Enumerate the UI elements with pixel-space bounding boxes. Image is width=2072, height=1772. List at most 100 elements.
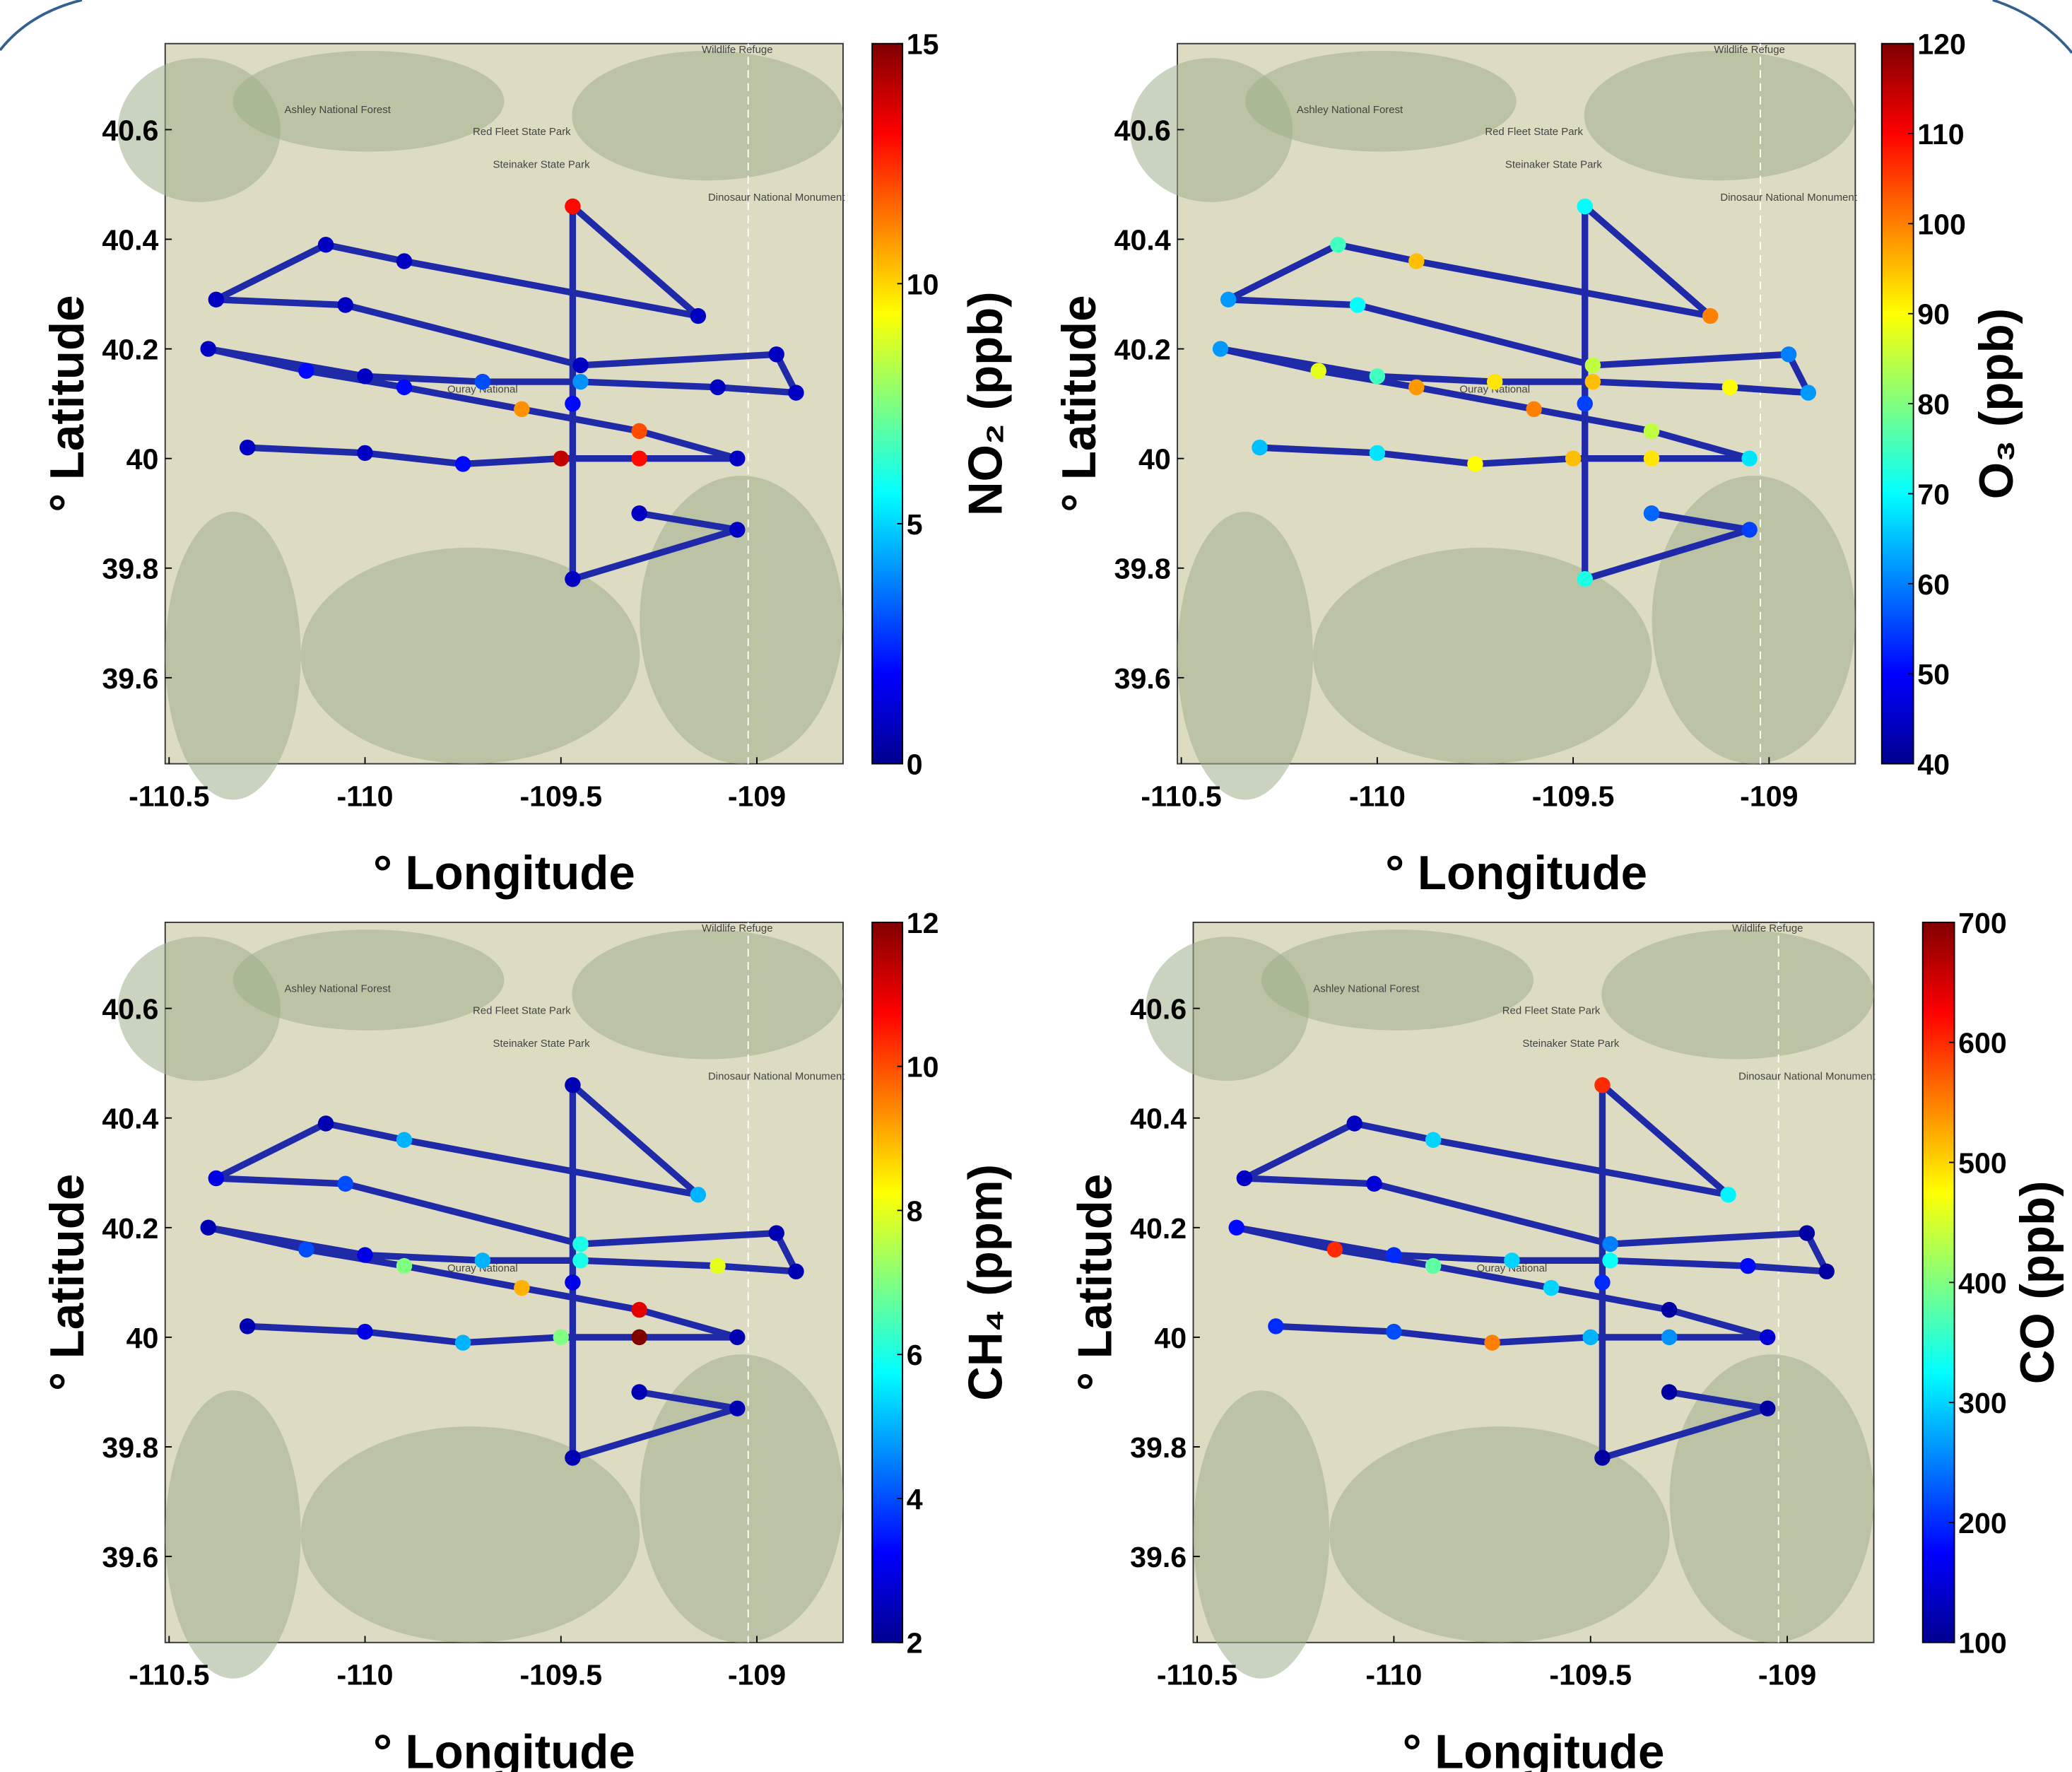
- y-tick-label: 40.4: [1130, 1103, 1187, 1135]
- data-point: [1661, 1301, 1678, 1318]
- x-tick-label: -110.5: [1141, 780, 1221, 812]
- data-point: [1486, 373, 1503, 390]
- x-axis-label: ° Longitude: [373, 847, 635, 900]
- y-tick-label: 40.6: [102, 114, 158, 146]
- data-point: [1602, 1236, 1618, 1252]
- data-point: [768, 346, 784, 363]
- map-label: Dinosaur National Monument: [1720, 192, 1857, 204]
- data-point: [1582, 1329, 1599, 1346]
- data-point: [1594, 1076, 1611, 1093]
- data-point: [1386, 1247, 1402, 1263]
- data-point: [200, 341, 216, 357]
- data-point: [1741, 522, 1758, 538]
- terrain: [165, 1390, 301, 1679]
- colorbar-tick-label: 400: [1958, 1267, 2007, 1299]
- colorbar-tick-label: 60: [1917, 568, 1950, 601]
- x-tick-label: -110.5: [129, 1659, 209, 1691]
- data-point: [572, 357, 589, 374]
- data-point: [788, 385, 804, 401]
- colorbar-tick-label: 40: [1917, 749, 1950, 781]
- data-point: [631, 1329, 647, 1346]
- y-axis-label: ° Latitude: [41, 1174, 94, 1391]
- data-point: [631, 450, 647, 467]
- map-label: Wildlife Refuge: [1714, 44, 1784, 56]
- data-point: [474, 373, 491, 390]
- terrain: [232, 50, 505, 152]
- data-point: [1326, 1241, 1343, 1258]
- y-tick-label: 39.8: [1114, 553, 1171, 585]
- data-point: [1800, 385, 1817, 401]
- data-point: [1504, 1252, 1520, 1269]
- terrain: [1329, 1426, 1670, 1643]
- data-point: [565, 1450, 581, 1466]
- y-tick-label: 39.6: [1130, 1541, 1187, 1573]
- y-tick-label: 39.8: [102, 1431, 158, 1464]
- data-point: [1386, 1323, 1402, 1340]
- corner-arc: [0, 0, 83, 52]
- colorbar-tick-label: 50: [1917, 658, 1950, 691]
- data-point: [1661, 1384, 1678, 1400]
- terrain: [1245, 50, 1517, 152]
- map-label: Steinaker State Park: [1522, 1038, 1620, 1050]
- data-point: [1366, 1175, 1382, 1192]
- y-tick-label: 40: [1138, 443, 1171, 476]
- flight-track: [205, 1081, 800, 1462]
- colorbar-tick-label: 700: [1958, 907, 2007, 939]
- data-point: [1643, 450, 1660, 467]
- data-point: [1369, 445, 1386, 462]
- panel: Wildlife Refuge Ashley National Forest Red…: [1053, 28, 2023, 900]
- map-label: Ashley National Forest: [1297, 104, 1403, 116]
- data-point: [200, 1219, 216, 1236]
- colorbar-label: NO₂ (ppb): [959, 291, 1012, 516]
- data-point: [1228, 1219, 1244, 1236]
- x-tick-label: -110: [336, 1659, 393, 1691]
- y-tick-label: 39.6: [102, 662, 158, 695]
- data-point: [710, 1257, 726, 1274]
- data-point: [239, 439, 256, 456]
- colorbar-tick-label: 0: [907, 749, 923, 781]
- data-point: [1577, 198, 1593, 215]
- data-point: [317, 1115, 334, 1132]
- colorbar-label: O₃ (ppb): [1970, 308, 2023, 499]
- data-point: [208, 1170, 225, 1187]
- data-point: [1741, 450, 1758, 467]
- data-point: [396, 379, 413, 396]
- terrain: [1584, 50, 1856, 181]
- panel: Wildlife Refuge Ashley National Forest Red…: [41, 907, 1013, 1772]
- colorbar-tick-label: 120: [1917, 28, 1966, 61]
- data-point: [357, 368, 373, 385]
- data-point: [572, 1236, 589, 1252]
- colorbar-tick-label: 600: [1958, 1027, 2007, 1060]
- terrain: [1193, 1390, 1330, 1679]
- terrain: [165, 511, 301, 800]
- colorbar-tick-label: 15: [907, 28, 939, 61]
- data-point: [1526, 401, 1542, 418]
- terrain: [640, 1354, 843, 1643]
- data-point: [1565, 450, 1582, 467]
- colorbar-tick-label: 6: [907, 1339, 923, 1371]
- colorbar-tick-label: 100: [1958, 1627, 2007, 1660]
- colorbar-tick-label: 80: [1917, 388, 1950, 421]
- x-tick-label: -109: [728, 780, 786, 812]
- data-point: [396, 1132, 413, 1148]
- data-point: [1369, 368, 1386, 385]
- data-point: [631, 505, 647, 522]
- x-tick-label: -109.5: [1532, 780, 1615, 812]
- data-point: [1818, 1263, 1835, 1280]
- data-point: [690, 1187, 707, 1203]
- data-point: [1721, 379, 1738, 396]
- y-tick-label: 40.4: [102, 1103, 158, 1135]
- data-point: [1346, 1115, 1362, 1132]
- data-point: [729, 522, 746, 538]
- data-point: [298, 363, 314, 379]
- data-point: [1268, 1318, 1284, 1334]
- data-point: [396, 253, 413, 269]
- colorbar-tick-label: 4: [907, 1483, 923, 1515]
- data-point: [1760, 1329, 1776, 1346]
- colorbar-tick-label: 100: [1917, 208, 1966, 240]
- terrain: [572, 929, 843, 1060]
- data-point: [690, 307, 707, 324]
- data-point: [357, 1323, 373, 1340]
